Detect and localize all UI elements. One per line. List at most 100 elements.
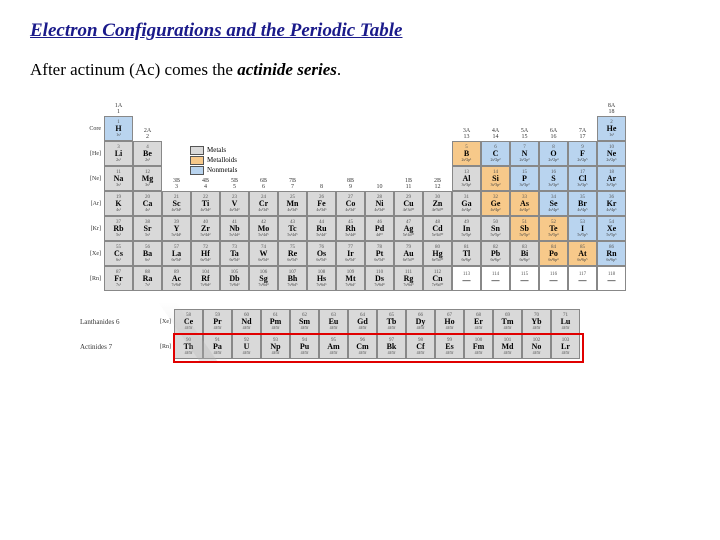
group-header	[394, 129, 423, 141]
element-cell: 28Ni4s²3d⁸	[365, 191, 394, 216]
group-header	[568, 179, 597, 191]
element-cell: 52Te5s²5p⁴	[539, 216, 568, 241]
group-header: 1B11	[394, 179, 423, 191]
group-header	[452, 179, 481, 191]
group-header: 8A18	[597, 102, 626, 116]
element-cell: 65Tb4f/5f	[377, 309, 406, 334]
element-cell: 51Sb5s²5p³	[510, 216, 539, 241]
group-header	[452, 102, 481, 116]
core-label: [Ar]	[80, 191, 104, 216]
element-cell: 86Rn6s²6p⁶	[597, 241, 626, 266]
group-header: 3B3	[162, 179, 191, 191]
group-header	[481, 102, 510, 116]
group-header: 1A1	[104, 102, 133, 116]
element-cell: 73Ta6s²5d³	[220, 241, 249, 266]
element-cell: 50Sn5s²5p²	[481, 216, 510, 241]
element-cell: 80Hg6s²5d¹⁰	[423, 241, 452, 266]
group-header	[278, 129, 307, 141]
element-cell: 47Ag5s¹4d¹⁰	[394, 216, 423, 241]
group-header	[597, 129, 626, 141]
subtitle-pre: After actinum (Ac) comes the	[30, 60, 237, 79]
element-cell: 57La6s²5d¹	[162, 241, 191, 266]
element-cell: 111Rg7s²6d⁹	[394, 266, 423, 291]
element-cell: 112Cn7s²6d¹⁰	[423, 266, 452, 291]
element-cell: 44Ru5s¹4d⁷	[307, 216, 336, 241]
group-header	[191, 102, 220, 116]
element-cell: 59Pr4f/5f	[203, 309, 232, 334]
element-cell: 32Ge4s²4p²	[481, 191, 510, 216]
element-cell: 98Cf4f/5f	[406, 334, 435, 359]
fblock-label: Actinides 7	[80, 334, 150, 359]
element-cell: 69Tm4f/5f	[493, 309, 522, 334]
legend-item: Metals	[190, 146, 237, 156]
element-cell: 41Nb5s¹4d⁴	[220, 216, 249, 241]
element-cell: 91Pa4f/5f	[203, 334, 232, 359]
group-header: 4B4	[191, 179, 220, 191]
element-cell: 96Cm4f/5f	[348, 334, 377, 359]
group-header: 2B12	[423, 179, 452, 191]
subtitle-post: .	[337, 60, 341, 79]
element-cell: 114—	[481, 266, 510, 291]
group-header	[133, 179, 162, 191]
group-header	[104, 129, 133, 141]
element-cell: 40Zr5s²4d²	[191, 216, 220, 241]
group-header	[278, 102, 307, 116]
element-cell: 109Mt7s²6d⁷	[336, 266, 365, 291]
group-header	[365, 102, 394, 116]
group-header: 8B9	[336, 179, 365, 191]
group-header	[336, 102, 365, 116]
element-cell: 21Sc4s²3d¹	[162, 191, 191, 216]
core-label: [Rn]	[80, 266, 104, 291]
group-header	[568, 102, 597, 116]
periodic-table-container: 1A18A18Core1H1s¹2He1s²2A23A134A145A156A1…	[80, 102, 640, 359]
element-cell: 49In5s²5p¹	[452, 216, 481, 241]
f-block: Lanthanides 6[Xe]58Ce4f/5f59Pr4f/5f60Nd4…	[80, 309, 640, 359]
element-cell: 113—	[452, 266, 481, 291]
element-cell: 54Xe5s²5p⁶	[597, 216, 626, 241]
element-cell: 43Tc5s²4d⁵	[278, 216, 307, 241]
group-header	[481, 179, 510, 191]
group-header: 6A16	[539, 129, 568, 141]
element-cell: 100Fm4f/5f	[464, 334, 493, 359]
element-cell: 99Es4f/5f	[435, 334, 464, 359]
group-header	[104, 179, 133, 191]
page-title: Electron Configurations and the Periodic…	[30, 20, 690, 42]
element-cell: 46Pd4d¹⁰	[365, 216, 394, 241]
element-cell: 10Ne2s²2p⁶	[597, 141, 626, 166]
group-header: 6B6	[249, 179, 278, 191]
element-cell: 103Lr4f/5f	[551, 334, 580, 359]
element-cell: 77Ir6s²5d⁷	[336, 241, 365, 266]
lanthanide-row: Lanthanides 6[Xe]58Ce4f/5f59Pr4f/5f60Nd4…	[80, 309, 640, 334]
element-cell: 117—	[568, 266, 597, 291]
group-header	[133, 102, 162, 116]
element-cell: 6C2s²2p²	[481, 141, 510, 166]
element-cell: 90Th4f/5f	[174, 334, 203, 359]
periodic-table-main: 1A18A18Core1H1s¹2He1s²2A23A134A145A156A1…	[80, 102, 640, 291]
element-cell: 102No4f/5f	[522, 334, 551, 359]
element-cell: 78Pt6s¹5d⁹	[365, 241, 394, 266]
element-cell: 37Rb5s¹	[104, 216, 133, 241]
element-cell: 34Se4s²4p⁴	[539, 191, 568, 216]
element-cell: 35Br4s²4p⁵	[568, 191, 597, 216]
element-cell: 23V4s²3d³	[220, 191, 249, 216]
group-header	[162, 102, 191, 116]
group-header	[220, 102, 249, 116]
group-header	[510, 179, 539, 191]
group-header: 10	[365, 179, 394, 191]
element-cell: 64Gd4f/5f	[348, 309, 377, 334]
group-header	[307, 102, 336, 116]
element-cell: 45Rh5s¹4d⁸	[336, 216, 365, 241]
element-cell: 33As4s²4p³	[510, 191, 539, 216]
element-cell: 92U4f/5f	[232, 334, 261, 359]
element-cell: 56Ba6s²	[133, 241, 162, 266]
element-cell: 39Y5s²4d¹	[162, 216, 191, 241]
element-cell: 67Ho4f/5f	[435, 309, 464, 334]
group-header: 5A15	[510, 129, 539, 141]
group-header	[220, 129, 249, 141]
page-subtitle: After actinum (Ac) comes the actinide se…	[30, 60, 690, 80]
group-header	[162, 129, 191, 141]
group-header: 8	[307, 179, 336, 191]
element-cell: 42Mo5s¹4d⁵	[249, 216, 278, 241]
element-cell: 24Cr4s¹3d⁵	[249, 191, 278, 216]
element-cell: 101Md4f/5f	[493, 334, 522, 359]
